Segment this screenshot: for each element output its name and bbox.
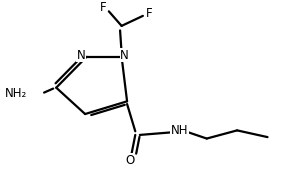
Text: O: O <box>125 154 134 167</box>
Text: N: N <box>120 49 129 62</box>
Text: F: F <box>100 1 107 14</box>
Text: N: N <box>77 49 85 62</box>
Text: NH: NH <box>171 123 188 137</box>
Text: F: F <box>146 7 152 20</box>
Text: NH₂: NH₂ <box>5 87 27 100</box>
